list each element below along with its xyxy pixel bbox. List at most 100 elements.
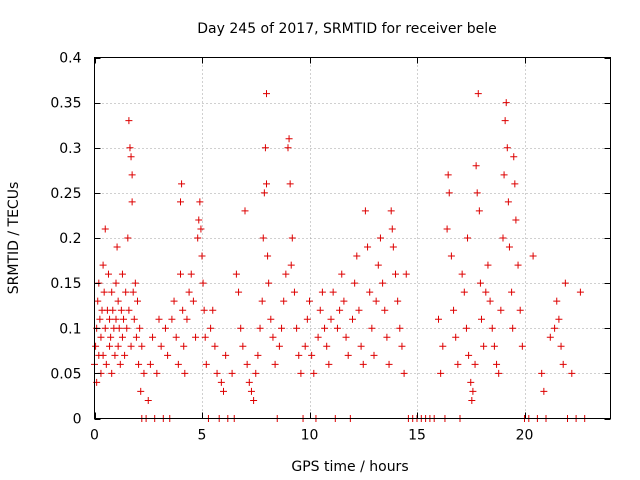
data-point <box>370 351 378 359</box>
data-point <box>260 189 268 197</box>
data-point <box>295 351 303 359</box>
data-point <box>183 315 191 323</box>
data-point <box>504 198 512 206</box>
data-point <box>178 180 186 188</box>
data-point <box>480 342 488 350</box>
data-point <box>111 351 119 359</box>
data-point <box>445 189 453 197</box>
data-point <box>96 315 104 323</box>
data-point <box>366 288 374 296</box>
y-tick-label: 0 <box>73 412 82 428</box>
data-point <box>138 342 146 350</box>
data-point <box>140 369 148 377</box>
data-point <box>97 333 105 341</box>
data-point <box>398 342 406 350</box>
data-point <box>100 288 108 296</box>
data-point <box>502 99 510 107</box>
data-point <box>157 342 165 350</box>
data-point <box>511 180 519 188</box>
data-point <box>263 90 270 98</box>
data-point <box>121 351 129 359</box>
data-point <box>120 315 128 323</box>
y-tick-label: 0.25 <box>50 186 81 202</box>
data-point <box>247 387 255 395</box>
data-point <box>177 198 184 206</box>
x-axis-title: GPS time / hours <box>291 459 408 475</box>
data-point <box>180 342 188 350</box>
data-point <box>124 234 132 242</box>
y-tick-label: 0.4 <box>59 51 81 67</box>
data-point <box>469 387 477 395</box>
x-tick-label: 15 <box>408 428 426 444</box>
data-point <box>290 288 298 296</box>
y-tick-label: 0.3 <box>59 141 81 157</box>
data-point <box>280 297 288 305</box>
data-point <box>197 225 205 233</box>
data-point <box>518 342 526 350</box>
data-point <box>342 333 350 341</box>
data-point <box>392 270 399 278</box>
data-point <box>126 144 134 152</box>
data-point <box>303 315 311 323</box>
data-point <box>128 198 136 206</box>
data-point <box>462 324 470 332</box>
data-point <box>285 135 293 143</box>
data-point <box>117 306 125 314</box>
data-point <box>132 333 140 341</box>
data-point <box>468 396 476 404</box>
data-point <box>387 207 395 215</box>
chart-title: Day 245 of 2017, SRMTID for receiver bel… <box>197 21 496 37</box>
data-point <box>368 324 376 332</box>
x-tick-label: 20 <box>516 428 534 444</box>
data-point <box>435 315 442 323</box>
data-point <box>475 207 483 215</box>
data-point <box>144 396 152 404</box>
data-point <box>473 189 481 197</box>
data-point <box>327 315 335 323</box>
data-point <box>256 324 264 332</box>
data-point <box>174 360 182 368</box>
data-point <box>241 207 249 215</box>
data-point <box>402 270 410 278</box>
data-point <box>471 360 479 368</box>
data-point <box>321 324 329 332</box>
data-point <box>508 288 516 296</box>
data-point <box>195 216 203 224</box>
data-point <box>112 279 120 287</box>
data-point <box>99 261 107 269</box>
y-tick-label: 0.2 <box>59 231 81 247</box>
data-point <box>114 342 122 350</box>
data-point <box>488 324 496 332</box>
data-point <box>263 180 270 188</box>
data-point <box>200 306 208 314</box>
data-point <box>155 315 163 323</box>
data-point <box>478 315 485 323</box>
data-point <box>271 360 279 368</box>
data-point <box>131 279 139 287</box>
data-point <box>452 333 460 341</box>
data-point <box>282 270 290 278</box>
data-point <box>400 369 408 377</box>
data-point <box>99 351 107 359</box>
y-tick-label: 0.05 <box>50 366 81 382</box>
data-point <box>344 351 352 359</box>
data-point <box>376 234 384 242</box>
grid-lines <box>94 57 611 419</box>
data-point <box>460 288 468 296</box>
data-point <box>101 324 109 332</box>
data-point <box>443 225 451 233</box>
data-point <box>194 234 202 242</box>
data-point <box>259 234 267 242</box>
data-point <box>136 324 144 332</box>
data-point <box>509 324 517 332</box>
data-point <box>213 369 221 377</box>
data-point <box>318 288 326 296</box>
data-point <box>538 369 546 377</box>
data-point <box>505 243 513 251</box>
data-point <box>275 342 283 350</box>
data-point <box>127 153 135 161</box>
data-point <box>493 360 501 368</box>
data-point <box>108 369 116 377</box>
data-point <box>228 369 236 377</box>
